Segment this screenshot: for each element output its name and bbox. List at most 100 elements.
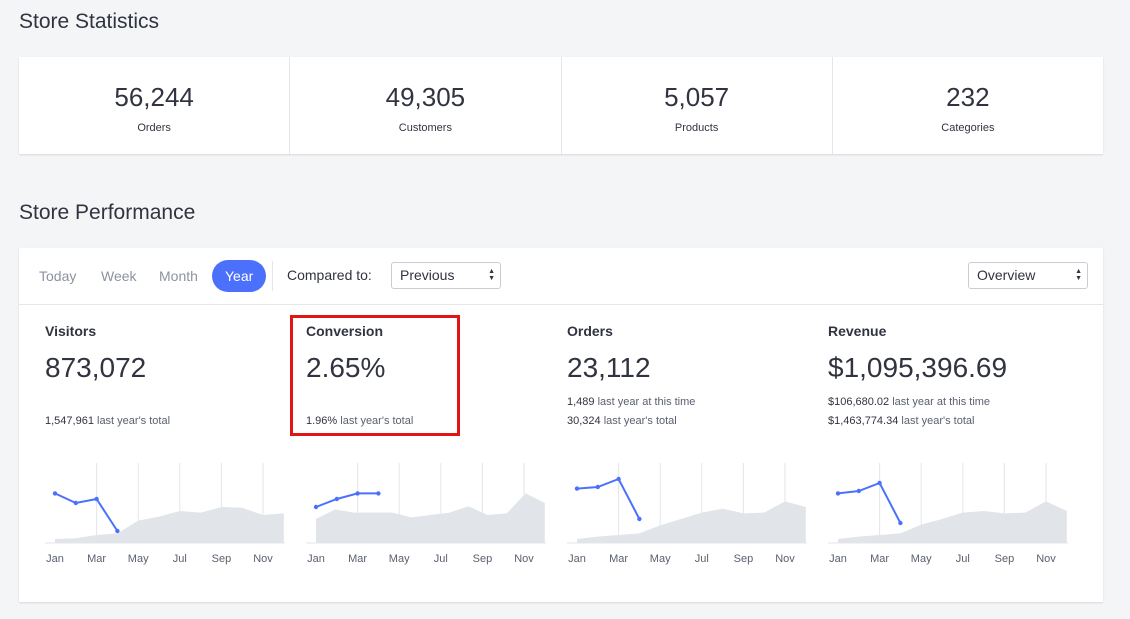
- data-point: [898, 520, 903, 526]
- previous-year-area: [55, 507, 284, 543]
- data-point: [877, 480, 882, 486]
- tab-year[interactable]: Year: [212, 260, 267, 292]
- metric-comparison: 1.96% last year's total: [306, 415, 413, 427]
- metric-title: Orders: [567, 323, 613, 339]
- data-point: [73, 500, 78, 506]
- compared-to-label: Compared to:: [287, 267, 372, 283]
- month-label: Nov: [1036, 553, 1056, 565]
- month-label: Jul: [956, 553, 970, 565]
- stat-label: Orders: [137, 122, 171, 134]
- metric-orders: Orders 23,112 1,489 last year at this ti…: [541, 305, 807, 602]
- stat-value: 232: [946, 82, 990, 112]
- previous-year-area: [577, 501, 806, 543]
- stat-value: 5,057: [664, 82, 730, 112]
- data-point: [637, 516, 642, 522]
- comparison-text: last year at this time: [892, 396, 991, 408]
- stat-label: Products: [674, 122, 719, 134]
- month-label: Jul: [173, 553, 187, 565]
- current-year-line: [315, 492, 379, 508]
- previous-year-area: [838, 501, 1067, 543]
- toolbar-divider: [272, 261, 273, 291]
- comparison-text: last year's total: [340, 415, 414, 427]
- stat-products: 5,057 Products: [562, 57, 833, 154]
- data-point: [616, 476, 621, 482]
- metric-conversion: Conversion 2.65% 1.96% last year's total…: [280, 305, 546, 602]
- month-label: Nov: [514, 553, 534, 565]
- month-label: Mar: [609, 553, 628, 565]
- comparison-number: 30,324: [567, 415, 601, 427]
- data-point: [94, 496, 99, 502]
- month-label: Jan: [829, 553, 847, 565]
- month-label: Nov: [775, 553, 795, 565]
- stat-value: 49,305: [385, 82, 466, 112]
- compared-to-select[interactable]: Previous ▲ ▼: [391, 262, 501, 289]
- data-point: [334, 496, 339, 502]
- month-label: Sep: [473, 553, 493, 565]
- comparison-number: $106,680.02: [828, 396, 890, 408]
- data-point: [313, 504, 319, 510]
- current-year-line: [54, 492, 119, 532]
- stat-value: 56,244: [114, 82, 194, 112]
- tab-month[interactable]: Month: [159, 268, 198, 284]
- month-label: Sep: [734, 553, 754, 565]
- view-value: Overview: [977, 267, 1036, 283]
- sparkline-chart: Jan Mar May Jul Sep Nov: [567, 463, 807, 565]
- month-label: Mar: [348, 553, 367, 565]
- tab-today[interactable]: Today: [39, 268, 77, 284]
- month-label: Sep: [212, 553, 232, 565]
- comparison-number: 1,547,961: [45, 415, 94, 427]
- data-point: [355, 491, 360, 496]
- current-year-line: [837, 481, 902, 524]
- previous-year-area: [316, 493, 545, 543]
- month-label: Jan: [46, 553, 64, 565]
- metric-title: Revenue: [828, 323, 887, 339]
- metric-comparison: 1,547,961 last year's total: [45, 415, 170, 427]
- stat-categories: 232 Categories: [833, 57, 1103, 154]
- data-point: [115, 528, 120, 534]
- store-performance-card: Today Week Month Year Compared to: Previ…: [19, 248, 1103, 602]
- tab-week[interactable]: Week: [101, 268, 137, 284]
- sparkline-chart: Jan Mar May Jul Sep Nov: [828, 463, 1068, 565]
- month-label: Mar: [87, 553, 106, 565]
- data-point: [856, 488, 861, 494]
- data-point: [574, 486, 580, 491]
- data-point: [376, 491, 381, 496]
- conversion-highlight-box: [290, 315, 460, 436]
- metric-value: $1,095,396.69: [828, 352, 1008, 383]
- metric-revenue: Revenue $1,095,396.69 $106,680.02 last y…: [802, 305, 1068, 602]
- sparkline-chart: Jan Mar May Jul Sep Nov: [306, 463, 546, 565]
- stat-label: Customers: [398, 122, 452, 134]
- current-year-line: [576, 477, 641, 520]
- compared-to-value: Previous: [400, 267, 455, 283]
- stat-orders: 56,244 Orders: [19, 57, 291, 154]
- month-label: Jul: [434, 553, 448, 565]
- metric-value: 23,112: [567, 352, 651, 383]
- month-label: May: [128, 553, 149, 565]
- month-label: Nov: [253, 553, 273, 565]
- comparison-number: $1,463,774.34: [828, 415, 899, 427]
- comparison-text: last year at this time: [597, 396, 696, 408]
- store-performance-title: Store Performance: [19, 201, 196, 224]
- metric-comparison: 30,324 last year's total: [567, 415, 677, 427]
- month-label: May: [911, 553, 932, 565]
- data-point: [595, 484, 600, 490]
- store-statistics-card: 56,244 Orders 49,305 Customers 5,057 Pro…: [19, 57, 1103, 154]
- data-point: [835, 491, 841, 496]
- metric-value: 873,072: [45, 352, 147, 383]
- metric-comparison: $106,680.02 last year at this time: [828, 396, 990, 408]
- sparkline-chart: Jan Mar May Jul Sep Nov: [45, 463, 285, 565]
- month-label: Sep: [995, 553, 1015, 565]
- comparison-text: last year's total: [901, 415, 975, 427]
- month-label: Mar: [870, 553, 889, 565]
- view-select[interactable]: Overview ▲ ▼: [968, 262, 1088, 289]
- month-label: Jan: [307, 553, 325, 565]
- month-label: Jan: [568, 553, 586, 565]
- select-arrows-icon: ▲ ▼: [1075, 268, 1082, 282]
- metric-value: 2.65%: [306, 352, 386, 383]
- metric-comparison: $1,463,774.34 last year's total: [828, 415, 974, 427]
- stat-customers: 49,305 Customers: [290, 57, 562, 154]
- store-statistics-title: Store Statistics: [19, 10, 160, 33]
- comparison-number: 1.96%: [306, 415, 338, 427]
- metric-comparison: 1,489 last year at this time: [567, 396, 695, 408]
- data-point: [52, 491, 58, 496]
